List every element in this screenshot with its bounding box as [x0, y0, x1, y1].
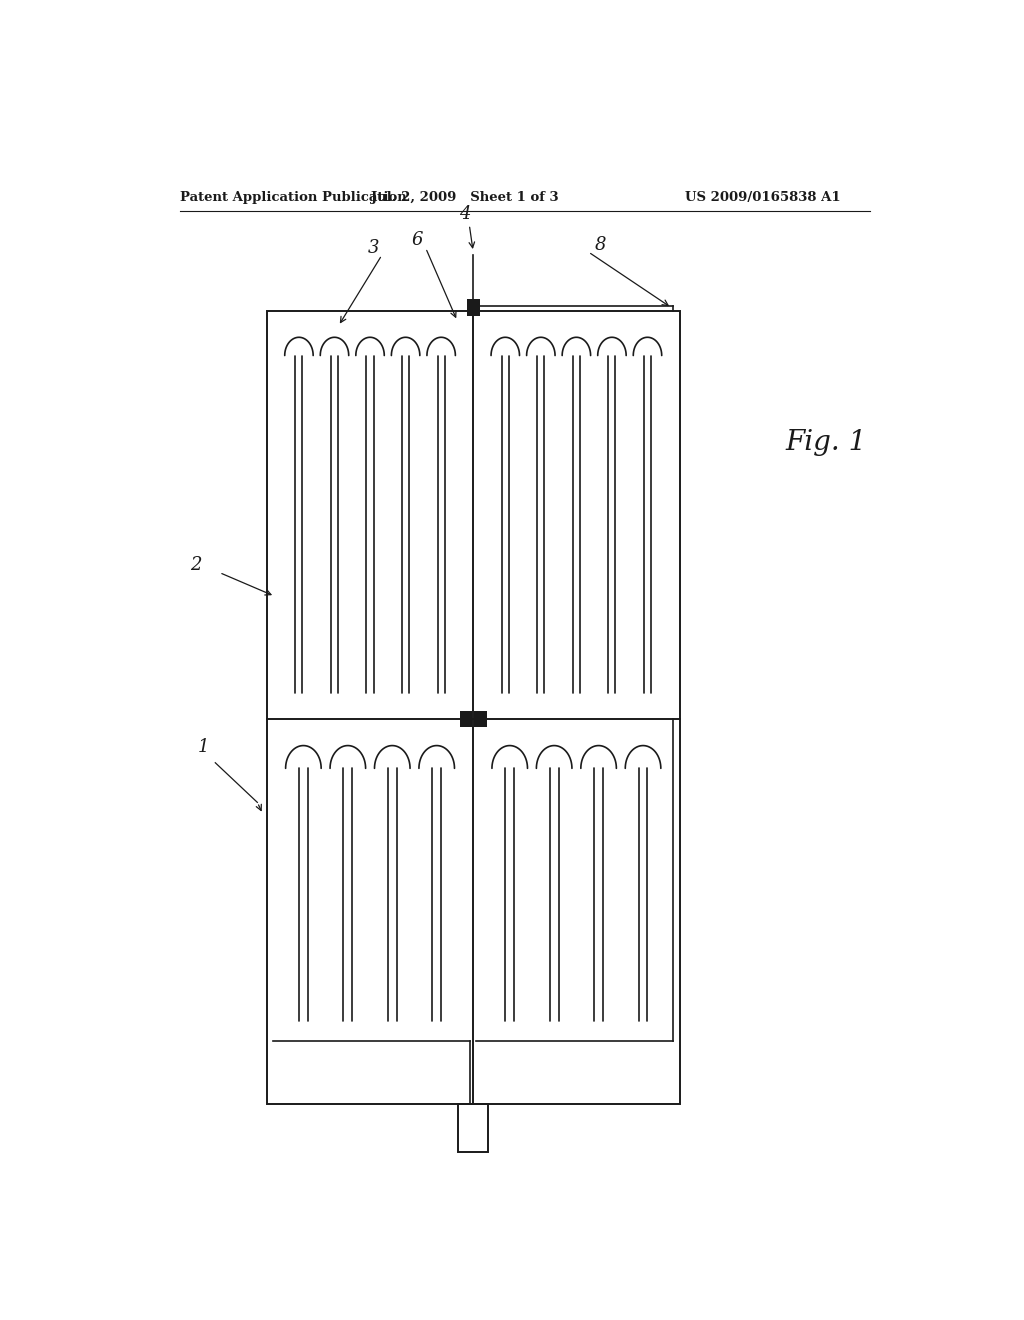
Bar	[467, 300, 479, 315]
Bar	[267, 312, 680, 1104]
Bar	[474, 711, 486, 727]
Text: Patent Application Publication: Patent Application Publication	[179, 190, 407, 203]
Text: 2: 2	[189, 556, 201, 574]
Text: Jul. 2, 2009   Sheet 1 of 3: Jul. 2, 2009 Sheet 1 of 3	[372, 190, 559, 203]
Bar	[458, 1104, 488, 1152]
Text: 3: 3	[369, 239, 380, 257]
Bar	[460, 711, 472, 727]
Text: 6: 6	[412, 231, 423, 248]
Text: 8: 8	[595, 236, 606, 253]
Text: 4: 4	[460, 206, 471, 223]
Text: Fig. 1: Fig. 1	[785, 429, 867, 457]
Text: US 2009/0165838 A1: US 2009/0165838 A1	[685, 190, 841, 203]
Text: 1: 1	[198, 738, 209, 756]
